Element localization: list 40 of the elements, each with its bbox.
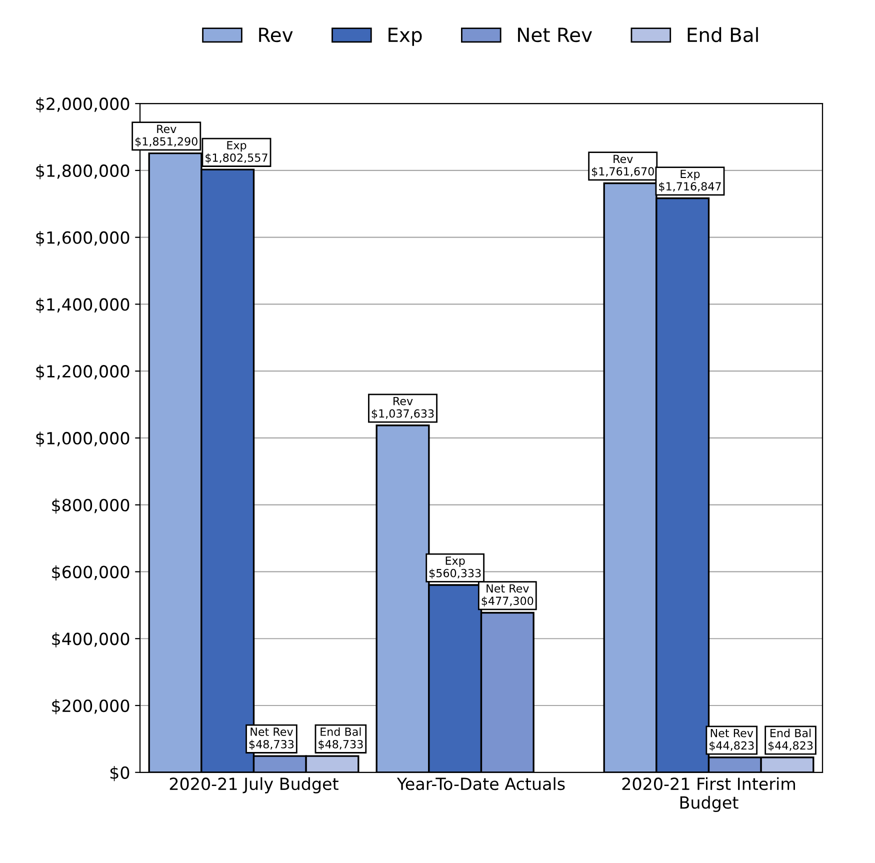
y-tick-label: $2,000,000 [36,97,130,112]
text: Net Rev [250,728,293,736]
y-tick-label: $0 [110,766,130,782]
y-tick-label: $1,600,000 [36,230,130,246]
x-tick-label: 2020-21 July Budget [170,777,338,794]
y-tick-label: $1,000,000 [36,432,130,447]
y-tick-label: $200,000 [52,699,130,714]
data-label: $560,333 [430,568,481,579]
text: End Bal [320,727,361,736]
legend-label: End Bal [688,27,758,42]
data-label: $1,802,557 [206,153,268,164]
text: Exp [446,556,465,568]
y-tick-label: $1,200,000 [36,364,130,380]
data-label: $48,733 [318,740,363,750]
text: Rev [394,396,413,406]
legend-label: Exp [388,28,422,46]
data-label: $1,716,847 [659,182,721,192]
data-label: $477,300 [482,596,534,607]
data-label: $48,733 [249,740,294,750]
text: End Bal [770,728,811,738]
y-tick-label: $800,000 [52,498,130,514]
y-tick-label: $1,400,000 [36,298,130,313]
legend-label: Rev [259,28,293,42]
data-label: $44,823 [710,741,754,752]
text: Exp [680,170,700,180]
text: Net Rev [486,584,529,593]
text: Exp [227,141,246,152]
x-tick-label: 2020-21 First Interim Budget [622,777,795,812]
text: Net Rev [710,728,754,738]
x-tick-label: Year-To-Date Actuals [396,777,565,790]
y-tick-label: $1,800,000 [36,164,130,180]
text: Rev [157,124,176,134]
y-tick-label: $400,000 [52,632,130,648]
data-label: $44,823 [768,741,813,752]
data-label: $1,037,633 [372,409,434,420]
legend-label: Net Rev [518,28,592,42]
data-label: $1,851,290 [135,136,198,148]
data-label: $1,761,670 [592,166,654,178]
y-tick-label: $600,000 [52,565,130,581]
text: Rev [614,154,633,164]
